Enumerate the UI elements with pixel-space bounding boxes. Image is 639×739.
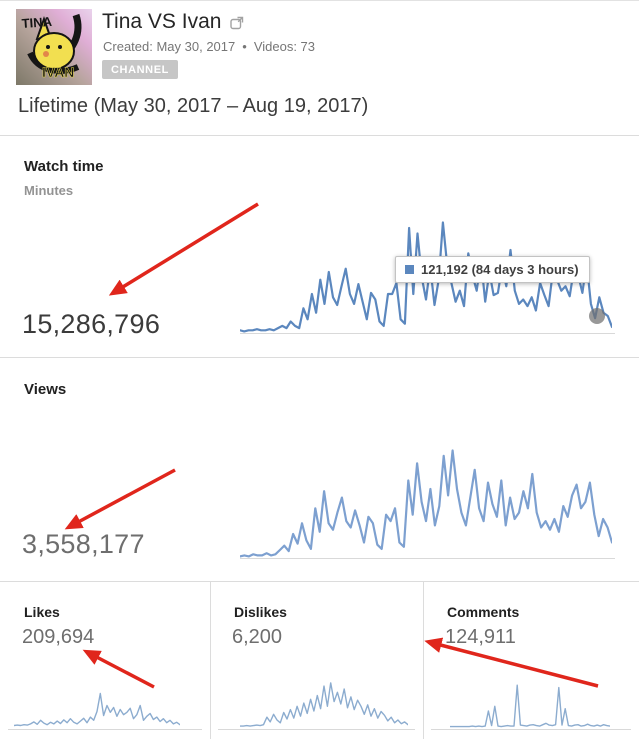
divider-likes-dislikes xyxy=(210,581,211,739)
watch-time-baseline xyxy=(240,333,615,334)
external-link-icon[interactable] xyxy=(229,15,245,31)
annotation-arrow-views-number xyxy=(64,468,176,530)
divider-views xyxy=(0,581,639,582)
likes-chart[interactable] xyxy=(14,686,180,729)
annotation-arrow-watch-time-number xyxy=(108,202,259,296)
channel-avatar[interactable]: TINA IVAN xyxy=(16,9,92,85)
annotation-arrow-likes-number xyxy=(82,649,155,689)
tooltip-text: 121,192 (84 days 3 hours) xyxy=(421,262,579,277)
views-title: Views xyxy=(24,381,67,398)
dislikes-title: Dislikes xyxy=(234,604,287,620)
watch-time-title: Watch time xyxy=(24,158,104,175)
avatar-underline xyxy=(27,51,80,74)
watch-time-unit: Minutes xyxy=(24,183,74,198)
views-number: 3,558,177 xyxy=(22,529,145,559)
comments-chart[interactable] xyxy=(450,679,610,729)
comments-baseline xyxy=(431,729,631,730)
channel-header: Tina VS Ivan xyxy=(102,10,245,34)
videos-count: Videos: 73 xyxy=(253,39,316,54)
views-baseline xyxy=(240,558,615,559)
channel-title[interactable]: Tina VS Ivan xyxy=(102,10,222,33)
meta-separator: • xyxy=(242,39,247,54)
likes-baseline xyxy=(8,729,202,730)
comments-title: Comments xyxy=(447,604,520,620)
channel-meta: Created: May 30, 2017 • Videos: 73 xyxy=(103,39,315,54)
hover-dot xyxy=(589,308,605,324)
avatar-pikachu-eye2 xyxy=(58,45,62,49)
avatar-text-ivan: IVAN xyxy=(42,64,74,80)
chart-tooltip: 121,192 (84 days 3 hours) xyxy=(395,256,590,283)
likes-title: Likes xyxy=(24,604,60,620)
avatar-pikachu-body xyxy=(33,32,75,70)
likes-number: 209,694 xyxy=(22,626,95,648)
watch-time-number: 15,286,796 xyxy=(22,309,161,339)
report-period-heading: Lifetime (May 30, 2017 – Aug 19, 2017) xyxy=(18,95,369,117)
dislikes-baseline xyxy=(218,729,415,730)
divider-header xyxy=(0,135,639,136)
divider-dislikes-comments xyxy=(423,581,424,739)
avatar-pikachu-cheek xyxy=(43,51,49,57)
avatar-pikachu-eye xyxy=(46,45,50,49)
watch-time-chart[interactable] xyxy=(240,221,612,334)
created-date: Created: May 30, 2017 xyxy=(103,39,236,54)
comments-number: 124,911 xyxy=(445,626,516,648)
tooltip-marker xyxy=(405,265,414,274)
avatar-text-tina: TINA xyxy=(21,14,53,31)
dislikes-chart[interactable] xyxy=(240,679,408,729)
channel-badge: CHANNEL xyxy=(102,60,178,79)
dislikes-number: 6,200 xyxy=(232,626,283,648)
divider-watch-time xyxy=(0,357,639,358)
views-chart[interactable] xyxy=(240,449,612,559)
